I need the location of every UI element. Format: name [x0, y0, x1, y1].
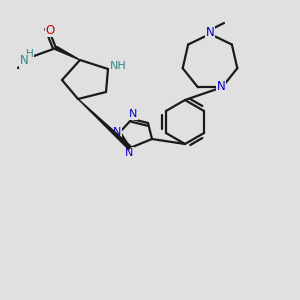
Text: O: O	[45, 23, 55, 37]
Polygon shape	[55, 46, 80, 60]
Text: N: N	[206, 26, 214, 40]
Text: H: H	[26, 49, 34, 59]
Text: N: N	[113, 127, 121, 137]
Text: N: N	[129, 109, 137, 119]
Text: NH: NH	[110, 61, 126, 71]
Text: N: N	[217, 80, 226, 93]
Text: N: N	[125, 148, 133, 158]
Polygon shape	[78, 99, 131, 149]
Text: N: N	[20, 55, 28, 68]
